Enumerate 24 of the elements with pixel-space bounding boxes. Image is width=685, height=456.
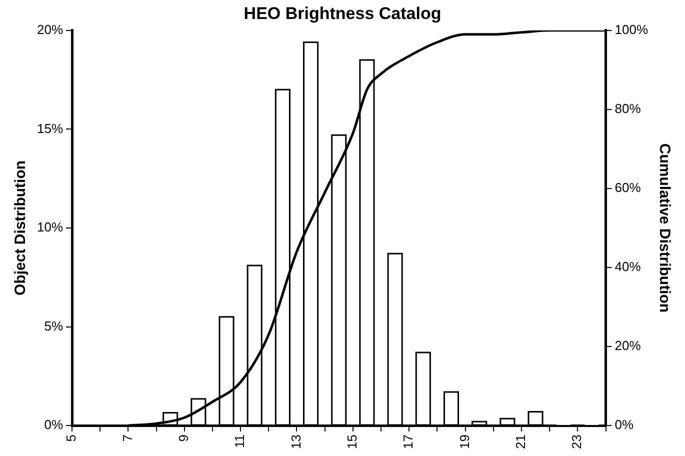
- chart-title: HEO Brightness Catalog: [244, 4, 442, 23]
- y2-tick-label: 0%: [614, 417, 634, 432]
- y-tick-label: 0%: [44, 417, 64, 432]
- x-tick-label: 7: [120, 434, 135, 442]
- y-axis-title: Object Distribution: [12, 160, 30, 296]
- x-tick-label: 15: [344, 434, 360, 450]
- y-tick-label: 15%: [36, 120, 64, 136]
- y2-tick-label: 80%: [614, 101, 642, 116]
- y2-tick-label: 60%: [614, 180, 642, 196]
- x-tick-label: 9: [176, 434, 191, 442]
- x-tick-label: 17: [400, 434, 416, 450]
- y2-tick-label: 40%: [614, 259, 642, 274]
- y2-tick-label: 100%: [614, 22, 648, 37]
- x-tick-label: 19: [456, 434, 472, 450]
- y2-axis-title: Cumulative Distribution: [656, 143, 673, 313]
- x-tick-label: 21: [513, 434, 528, 450]
- x-tick-label: 11: [232, 434, 248, 448]
- y-tick-label: 10%: [36, 220, 64, 235]
- x-tick-label: 5: [64, 434, 79, 442]
- y2-tick-label: 20%: [614, 338, 642, 354]
- x-tick-label: 23: [569, 434, 584, 450]
- y-tick-label: 20%: [36, 22, 64, 37]
- x-tick-label: 13: [288, 434, 304, 450]
- y-tick-label: 5%: [44, 318, 64, 334]
